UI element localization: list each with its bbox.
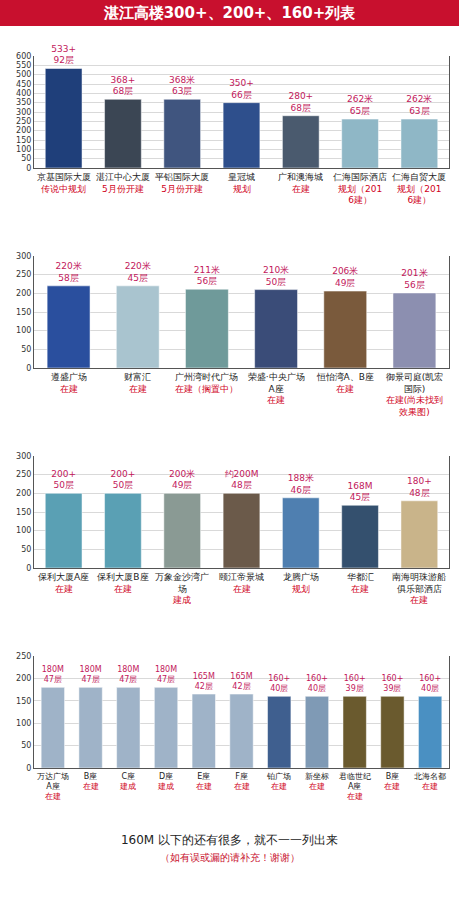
svg-text:180M47层: 180M47层 [117,665,139,684]
svg-text:平铝国际大厦5月份开建: 平铝国际大厦5月份开建 [155,172,209,194]
svg-text:广和澳海城在建: 广和澳海城在建 [278,172,323,194]
svg-text:50: 50 [21,741,31,750]
svg-text:165M42层: 165M42层 [230,672,252,691]
svg-text:财富汇在建: 财富汇在建 [124,372,151,394]
svg-text:250: 250 [16,470,31,479]
svg-text:100: 100 [16,145,31,154]
svg-text:B座在建: B座在建 [384,772,400,791]
svg-text:368米63层: 368米63层 [169,75,195,97]
svg-text:北海名都在建: 北海名都在建 [414,772,446,791]
svg-text:南海明珠游船俱乐部酒店在建: 南海明珠游船俱乐部酒店在建 [392,572,446,605]
svg-text:50: 50 [21,345,31,354]
svg-text:533+92层: 533+92层 [51,44,76,66]
svg-text:450: 450 [16,80,31,89]
svg-text:龙腾广场规划: 龙腾广场规划 [283,572,319,594]
svg-text:160+39层: 160+39层 [381,674,403,693]
svg-text:350+66层: 350+66层 [229,78,254,100]
svg-text:约200M48层: 约200M48层 [225,469,259,491]
svg-text:300: 300 [16,452,31,461]
svg-text:铂广场在建: 铂广场在建 [266,772,291,791]
svg-text:恒怡湾A、B座在建: 恒怡湾A、B座在建 [316,372,374,394]
html-text:湛江高楼300+、200+、160+列表: 湛江高楼300+、200+、160+列表 [103,4,356,22]
svg-text:E座在建: E座在建 [196,772,212,791]
svg-text:御景司庭(凯宏国际)在建(尚未找到效果图): 御景司庭(凯宏国际)在建(尚未找到效果图) [386,372,444,417]
svg-text:300: 300 [16,108,31,117]
svg-text:550: 550 [16,61,31,70]
svg-text:保利大厦B座在建: 保利大厦B座在建 [97,572,148,594]
svg-text:0: 0 [26,764,31,773]
svg-text:262米65层: 262米65层 [347,94,373,116]
svg-text:300: 300 [16,252,31,261]
svg-text:160+40层: 160+40层 [419,674,441,693]
svg-text:188米46层: 188米46层 [288,473,314,495]
svg-text:0: 0 [26,364,31,373]
svg-text:160+40层: 160+40层 [306,674,328,693]
svg-text:100: 100 [16,526,31,535]
svg-text:50: 50 [21,545,31,554]
svg-text:500: 500 [16,70,31,79]
svg-text:150: 150 [16,697,31,706]
svg-text:皇冠城规划: 皇冠城规划 [228,172,255,194]
svg-text:君临世纪A座在建: 君临世纪A座在建 [339,772,371,802]
svg-text:165M42层: 165M42层 [193,672,215,691]
svg-text:180M47层: 180M47层 [79,665,101,684]
svg-text:C座建成: C座建成 [119,772,136,791]
svg-text:150: 150 [16,508,31,517]
svg-text:220米58层: 220米58层 [55,261,81,283]
svg-text:华都汇在建: 华都汇在建 [347,572,374,594]
svg-text:200: 200 [16,289,31,298]
svg-text:180M47层: 180M47层 [42,665,64,684]
svg-text:211米56层: 211米56层 [194,265,220,287]
svg-text:400: 400 [16,89,31,98]
svg-text:200+50层: 200+50层 [111,469,136,491]
svg-text:0: 0 [26,164,31,173]
svg-text:210米50层: 210米50层 [263,265,289,287]
svg-text:F座在建: F座在建 [234,772,250,791]
svg-text:150: 150 [16,136,31,145]
svg-text:100: 100 [16,719,31,728]
svg-text:262米63层: 262米63层 [406,94,432,116]
svg-text:160+40层: 160+40层 [268,674,290,693]
svg-text:220米45层: 220米45层 [125,261,151,283]
svg-text:湛江中心大厦5月份开建: 湛江中心大厦5月份开建 [96,172,150,194]
svg-text:50: 50 [21,154,31,163]
svg-text:颐江帝景城在建: 颐江帝景城在建 [219,572,264,594]
svg-text:350: 350 [16,98,31,107]
svg-text:250: 250 [16,270,31,279]
svg-text:仁海自贸大厦规划（2016建）: 仁海自贸大厦规划（2016建） [392,172,446,205]
svg-text:仁海国际酒店规划（2016建）: 仁海国际酒店规划（2016建） [333,172,387,205]
svg-text:180+48层: 180+48层 [407,476,432,498]
svg-text:250: 250 [16,652,31,661]
svg-text:201米56层: 201米56层 [401,268,427,290]
svg-text:168M45层: 168M45层 [348,481,373,503]
svg-text:200: 200 [16,674,31,683]
svg-text:遵盛广场在建: 遵盛广场在建 [51,372,87,394]
svg-text:160+39层: 160+39层 [344,674,366,693]
svg-text:206米49层: 206米49层 [332,266,358,288]
svg-text:200+50层: 200+50层 [51,469,76,491]
svg-text:保利大厦A座在建: 保利大厦A座在建 [38,572,89,594]
svg-text:万达广场A座在建: 万达广场A座在建 [37,772,69,802]
html-text:（如有误或漏的请补充！谢谢）: （如有误或漏的请补充！谢谢） [159,852,300,863]
svg-text:200: 200 [16,126,31,135]
svg-text:B座在建: B座在建 [83,772,99,791]
svg-text:150: 150 [16,308,31,317]
svg-text:200米49层: 200米49层 [169,469,195,491]
svg-text:荣盛·中央广场A座在建: 荣盛·中央广场A座在建 [248,372,305,405]
svg-text:万象金沙湾广场建成: 万象金沙湾广场建成 [155,572,209,605]
svg-text:280+68层: 280+68层 [288,91,313,113]
svg-text:D座建成: D座建成 [157,772,174,791]
svg-text:368+68层: 368+68层 [111,75,136,97]
html-text:160M 以下的还有很多，就不一一列出来: 160M 以下的还有很多，就不一一列出来 [121,833,338,847]
svg-text:200: 200 [16,489,31,498]
svg-text:100: 100 [16,326,31,335]
svg-text:广州湾时代广场在建（搁置中）: 广州湾时代广场在建（搁置中） [175,372,238,394]
svg-text:180M47层: 180M47层 [155,665,177,684]
svg-text:0: 0 [26,564,31,573]
svg-text:京基国际大厦传说中规划: 京基国际大厦传说中规划 [37,172,91,194]
svg-text:250: 250 [16,117,31,126]
svg-text:新坐标在建: 新坐标在建 [305,772,329,791]
svg-text:600: 600 [16,52,31,61]
